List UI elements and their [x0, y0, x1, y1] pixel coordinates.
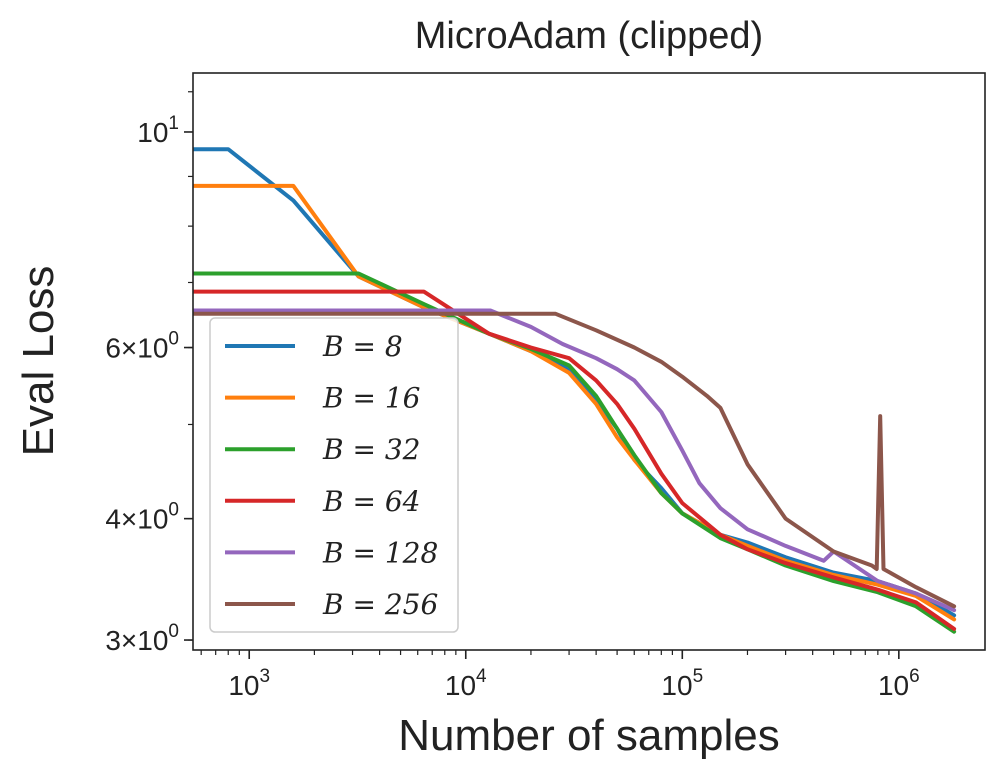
legend-label: B = 8	[322, 330, 403, 363]
legend: B = 8 B = 16 B = 32 B = 64 B = 128 B = 256	[209, 317, 459, 633]
chart-title: MicroAdam (clipped)	[415, 15, 763, 57]
y-tick-label: 3×100	[105, 621, 179, 656]
series-line-4	[193, 289, 957, 631]
x-tick-label: 106	[878, 666, 920, 701]
legend-box	[209, 317, 459, 633]
legend-label: B = 32	[322, 433, 420, 466]
legend-label: B = 128	[322, 536, 438, 569]
x-tick-label: 105	[661, 666, 703, 701]
series-line-2	[193, 183, 957, 622]
y-tick-label: 6×100	[105, 329, 179, 364]
legend-label: B = 64	[322, 485, 420, 518]
x-axis-label: Number of samples	[398, 711, 779, 760]
x-tick-label: 103	[228, 666, 270, 701]
series-line-5	[193, 308, 957, 613]
y-tick-label: 101	[137, 113, 179, 148]
series-line-6	[193, 311, 957, 609]
x-tick-label: 104	[445, 666, 487, 701]
plot-lines	[193, 147, 957, 634]
legend-label: B = 16	[322, 382, 420, 415]
legend-label: B = 256	[322, 588, 438, 621]
axis-ticks: 103 104 105 106 101 6×100 4×100 3×100	[105, 91, 920, 701]
y-tick-label: 4×100	[105, 500, 179, 535]
y-axis-label: Eval Loss	[14, 266, 63, 457]
plot-frame	[192, 72, 986, 651]
